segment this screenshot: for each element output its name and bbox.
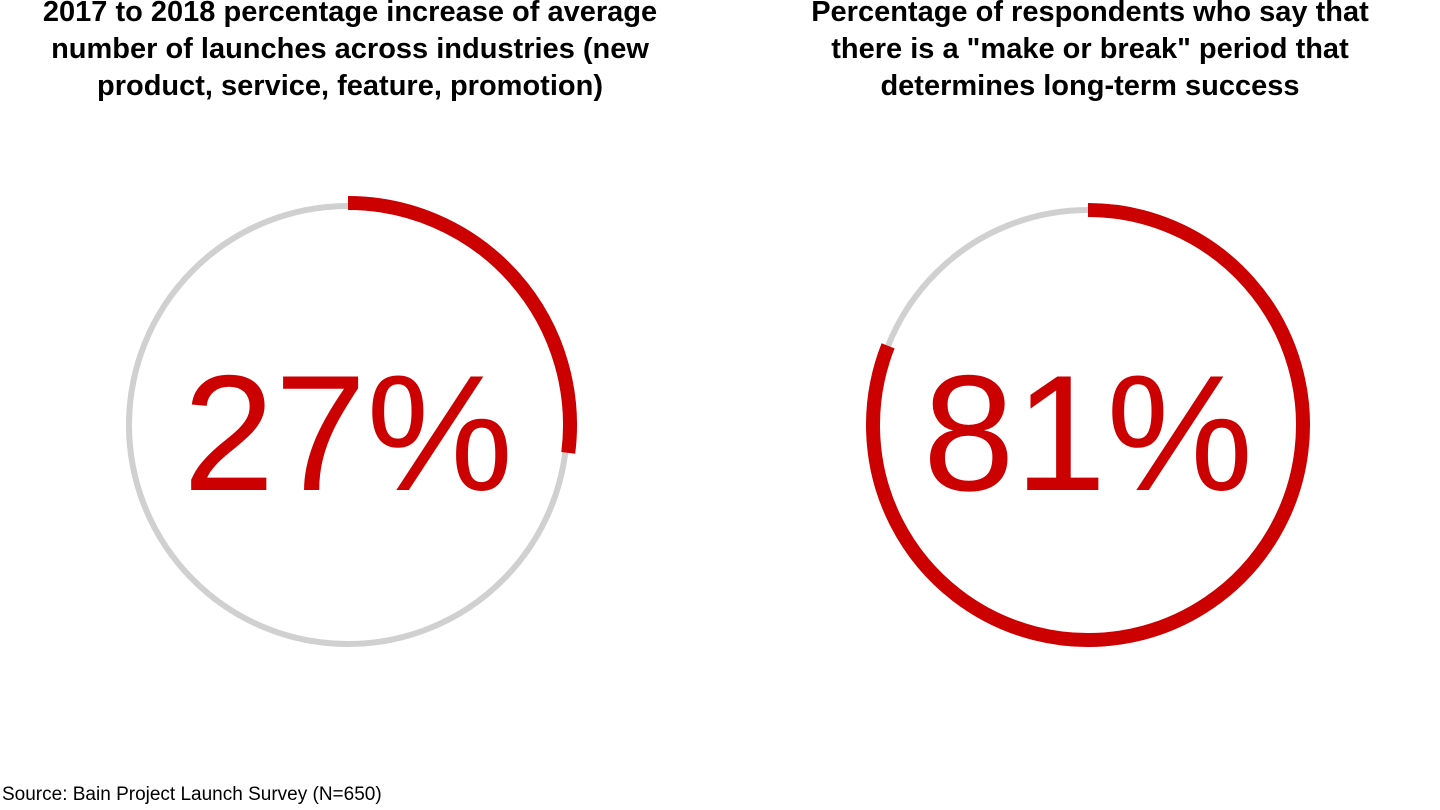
donut-chart-launch-increase: 27% [126, 196, 577, 647]
chart-title-launch-increase: 2017 to 2018 percentage increase of aver… [42, 0, 658, 102]
source-note: Source: Bain Project Launch Survey (N=65… [2, 784, 382, 805]
donut-value-arc [347, 196, 577, 454]
donut-value-label: 27% [183, 341, 513, 525]
chart-title-make-or-break: Percentage of respondents who say that t… [811, 0, 1369, 102]
donut-chart-make-or-break: 81% [866, 203, 1310, 647]
donut-value-label: 81% [923, 341, 1253, 525]
donut-value-arc [866, 203, 1310, 647]
